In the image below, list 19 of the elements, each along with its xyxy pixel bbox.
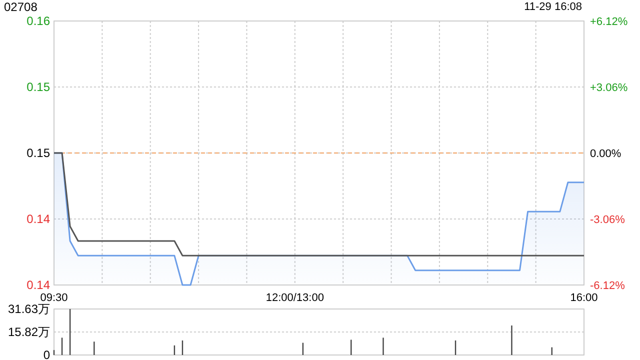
text: 11-29 16:08 (524, 1, 582, 13)
y-tick-label: 0.15 (26, 146, 50, 160)
y-tick-label: 0.14 (26, 278, 50, 292)
y2-tick-label: 0.00% (590, 148, 622, 160)
y2-tick-label: -3.06% (590, 214, 626, 226)
y-tick-label: 0.15 (26, 80, 50, 94)
line-series (53, 152, 585, 256)
y2-tick-label: +3.06% (590, 82, 628, 94)
x-tick-label: 09:30 (40, 292, 68, 304)
y-tick-label: 15.82万 (8, 324, 50, 339)
x-tick-label: 16:00 (570, 292, 598, 304)
x-tick-label: 12:00/13:00 (266, 292, 324, 304)
y2-tick-label: +6.12% (590, 16, 628, 28)
y-tick-label: 0.16 (26, 14, 50, 28)
y-tick-label: 0.14 (26, 212, 50, 226)
y2-tick-label: -6.12% (590, 280, 626, 292)
y-tick-label: 0 (43, 348, 50, 360)
chart-title: 02708 (4, 0, 38, 14)
y-tick-label: 31.63万 (8, 302, 50, 316)
